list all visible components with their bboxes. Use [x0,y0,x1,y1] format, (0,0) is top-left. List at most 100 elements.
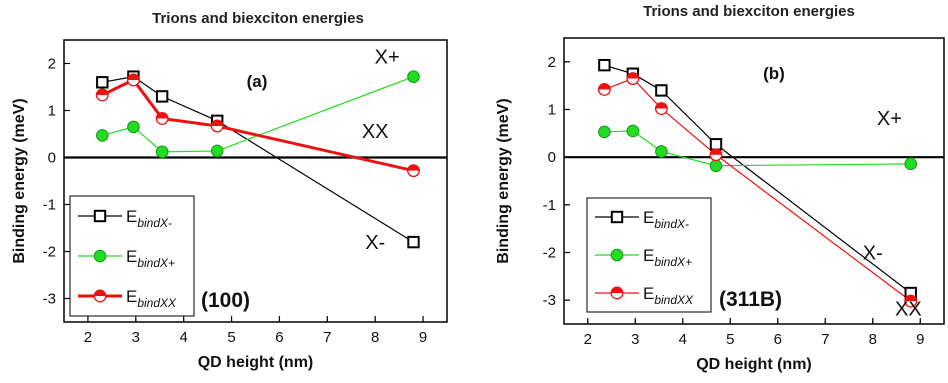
data-point-X+ [155,145,169,159]
plot-frame [563,37,945,325]
legend-marker-XX-fill [611,287,623,293]
annotation-label: XX [362,121,389,143]
y-tick-label: 1 [48,103,56,120]
data-point-XX-fill [96,89,109,95]
data-point-XX-fill [655,102,668,109]
x-tick-label: 5 [726,331,734,348]
y-tick-label: 2 [48,56,56,73]
x-tick-label: 8 [869,331,877,348]
data-point-XX-fill [127,74,140,80]
x-tick-label: 4 [679,331,687,348]
data-point-XX [210,119,224,133]
x-tick-label: 6 [275,329,283,346]
y-tick-label: -3 [43,291,56,308]
x-tick-label: 2 [84,329,92,346]
legend-subscript-X+: bindX+ [654,255,692,269]
legend-marker-X+ [93,249,107,263]
x-tick-label: 8 [371,329,379,346]
legend-subscript-X-: bindX- [654,217,689,231]
y-tick-label: -2 [543,245,556,262]
data-point-XX [407,164,420,178]
data-point-XX [155,112,169,125]
data-point-X+ [598,125,611,139]
data-point-XX-fill [407,164,420,171]
legend-subscript-X+: bindX+ [137,256,175,270]
annotation-label: X+ [375,47,400,69]
y-tick-label: 0 [48,150,56,167]
data-point-XX [95,88,109,102]
data-point-X+ [655,145,668,158]
chart-panel-0: Trions and biexciton energies 2 3 4 5 6 7 8 9 -3 -… [11,10,448,371]
legend: EbindX-EbindX+EbindXX [69,195,195,317]
data-point-X+ [96,129,109,142]
sample-label: (100) [201,289,250,312]
data-point-X- [598,58,611,72]
data-point-X+ [904,157,918,171]
chart-title: Trions and biexciton energies [643,3,855,20]
x-tick-label: 6 [774,331,782,348]
chart-panel-1: Trions and biexciton energies 2 3 4 5 6 7 8 9 -3 -… [495,3,945,373]
sample-label: (311B) [719,288,782,311]
legend-subscript-XX: bindXX [137,296,177,310]
y-axis-label: Binding energy (meV) [495,98,512,263]
data-point-XX [597,83,611,96]
y-tick-label: -3 [543,292,556,309]
legend-marker-X- [93,209,107,223]
series-line-X+ [604,130,911,167]
x-tick-label: 5 [227,329,235,346]
y-tick-label: -2 [43,244,56,261]
x-axis-label: QD height (nm) [696,356,812,373]
y-tick-label: 1 [548,102,556,119]
data-point-XX [626,72,640,85]
y-tick-label: -1 [43,197,56,214]
data-point-X+ [210,144,224,158]
y-axis-label: Binding energy (meV) [11,98,28,263]
data-point-X+ [127,120,140,134]
x-tick-label: 2 [584,331,592,348]
panel-label: (a) [247,72,268,91]
data-point-XX-fill [156,112,168,119]
data-point-X- [96,76,109,89]
y-tick-label: 0 [548,149,556,166]
plot-frame [63,39,448,323]
data-point-XX [709,148,723,162]
legend: EbindX-EbindX+EbindXX [586,197,712,313]
data-point-X+ [626,124,640,138]
x-tick-label: 7 [323,329,331,346]
annotation-label: X+ [877,108,902,130]
data-point-X- [155,90,169,103]
x-tick-label: 3 [631,331,639,348]
data-point-XX-fill [904,295,917,302]
y-tick-label: 2 [548,54,556,71]
legend-marker-XX-fill [94,290,106,296]
legend-marker-XX [610,286,624,300]
data-point-XX-fill [211,120,223,127]
x-tick-label: 4 [180,329,188,346]
x-tick-label: 3 [132,329,140,346]
annotation-label: X- [365,232,385,254]
data-point-X- [709,138,723,151]
legend-marker-X+ [610,248,624,262]
panel-label: (b) [763,64,785,83]
legend-subscript-XX: bindXX [654,293,694,307]
data-point-X+ [709,159,723,173]
legend-marker-X- [610,210,624,224]
data-point-XX [904,294,918,308]
legend-marker-XX [93,289,107,303]
x-axis-label: QD height (nm) [198,354,314,371]
x-tick-label: 9 [419,329,427,346]
data-point-X+ [407,70,420,83]
annotation-label: X- [863,243,883,265]
x-tick-label: 7 [821,331,829,348]
legend-subscript-X-: bindX- [137,216,172,230]
data-point-XX-fill [710,148,722,155]
chart-title: Trions and biexciton energies [152,10,364,27]
y-tick-label: -1 [543,197,556,214]
data-point-XX [126,73,140,87]
data-point-XX-fill [627,72,639,79]
data-point-XX-fill [598,83,611,90]
annotation-label: XX [895,298,922,320]
x-tick-label: 9 [916,331,924,348]
data-point-X- [407,235,420,249]
